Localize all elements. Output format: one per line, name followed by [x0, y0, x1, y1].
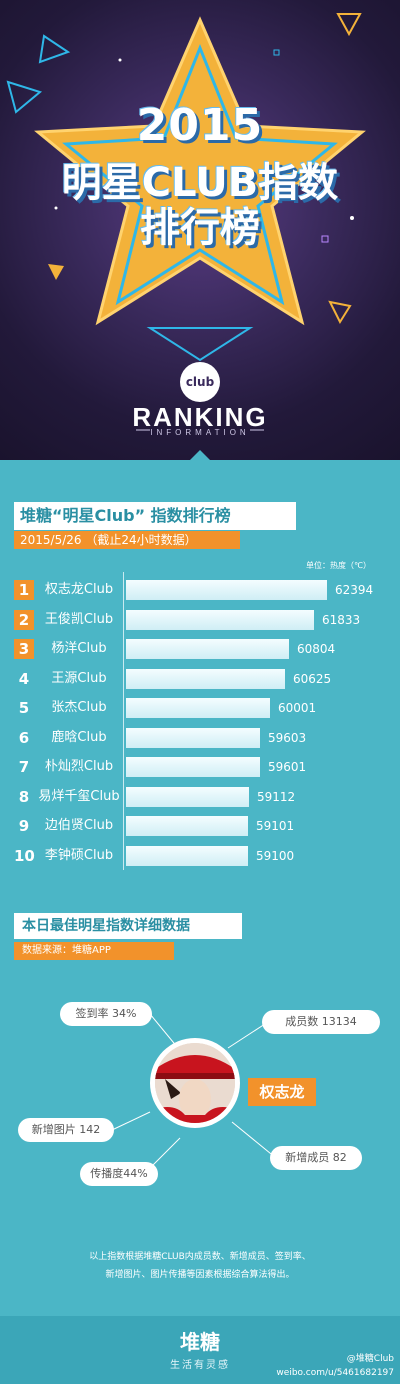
- rank-number: 9: [18, 817, 30, 835]
- star-photo: [155, 1043, 235, 1123]
- rank-value: 60001: [278, 701, 317, 715]
- rank-number: 1: [14, 580, 34, 600]
- rank-bar: [126, 669, 285, 689]
- metric-members: 成员数 13134: [262, 1010, 380, 1034]
- ranking-date: 2015/5/26 （截止24小时数据）: [14, 531, 240, 549]
- rank-value: 59603: [268, 731, 307, 745]
- triangle-blue-left: [38, 34, 71, 64]
- dot-left: [54, 206, 58, 210]
- star-portrait-illustration: [155, 1043, 235, 1123]
- ranking-section-title: 堆糖“明星Club” 指数排行榜: [14, 502, 296, 530]
- rank-bar: [126, 610, 314, 630]
- star-avatar: [150, 1038, 240, 1128]
- hero-banner: 2015 明星CLUB指数 排行榜 club RANKING INFORMATI…: [0, 0, 400, 460]
- rank-number: 10: [14, 847, 35, 865]
- metric-sign-rate: 签到率 34%: [60, 1002, 152, 1026]
- rank-name: 张杰Club: [51, 700, 107, 715]
- star-shape: [34, 16, 366, 326]
- triangle-yellow-right: [336, 13, 362, 37]
- rank-bar: [126, 639, 289, 659]
- rank-name: 权志龙Club: [44, 582, 114, 597]
- rank-name: 杨洋Club: [51, 641, 107, 656]
- triangle-blue-bigleft: [6, 80, 43, 114]
- rank-bar: [126, 816, 248, 836]
- rank-name: 边伯贤Club: [44, 818, 114, 833]
- rank-value: 59101: [256, 819, 295, 833]
- rank-name: 王俊凯Club: [44, 612, 114, 627]
- rank-value: 59601: [268, 760, 307, 774]
- star-name-tag: 权志龙: [248, 1078, 316, 1106]
- metric-new-images: 新增图片 142: [18, 1118, 114, 1142]
- weibo-url: weibo.com/u/5461682197: [276, 1368, 394, 1378]
- hero-subtitle: 排行榜: [140, 205, 260, 251]
- footer-slogan: 生活有灵感: [170, 1360, 230, 1371]
- square-top: [273, 49, 280, 56]
- star-outline: [62, 43, 338, 306]
- rank-bar: [126, 787, 249, 807]
- rank-name: 朴灿烈Club: [44, 759, 114, 774]
- dot-top: [118, 58, 122, 62]
- rank-bar: [126, 698, 270, 718]
- metric-new-members: 新增成员 82: [270, 1146, 362, 1170]
- note-line-1: 以上指数根据堆糖CLUB内成员数、新增成员、签到率、: [89, 1252, 311, 1262]
- hero-bottom-notch: [190, 450, 210, 460]
- triangle-yellow-bottomright: [328, 300, 352, 325]
- rank-number: 4: [18, 670, 30, 688]
- footer-bar: [0, 1316, 400, 1384]
- dot-right: [350, 216, 354, 220]
- triangle-blue-bottom: [146, 327, 254, 362]
- methodology-note: 以上指数根据堆糖CLUB内成员数、新增成员、签到率、 新增图片、图片传播等因素根…: [40, 1248, 360, 1284]
- rank-value: 60804: [297, 642, 336, 656]
- rank-number: 6: [18, 729, 30, 747]
- rank-value: 59112: [257, 790, 296, 804]
- rank-number: 8: [18, 788, 30, 806]
- rank-value: 61833: [322, 613, 361, 627]
- rank-number: 5: [18, 699, 30, 717]
- detail-source: 数据来源：堆糖APP: [14, 942, 174, 960]
- detail-section-title: 本日最佳明星指数详细数据: [14, 913, 242, 939]
- rank-name: 李钟硕Club: [44, 848, 114, 863]
- square-right: [321, 235, 329, 243]
- triangle-yellow-left: [48, 264, 64, 280]
- metric-spread: 传播度44%: [80, 1162, 158, 1186]
- rank-value: 59100: [256, 849, 295, 863]
- ranking-heading: RANKING: [132, 402, 268, 432]
- rank-bar: [126, 846, 248, 866]
- rank-number: 7: [18, 758, 30, 776]
- footer-logo: 堆糖: [180, 1330, 220, 1354]
- rank-bar: [126, 728, 260, 748]
- club-logo: club: [180, 362, 220, 402]
- hero-title: 明星CLUB指数: [61, 160, 339, 206]
- weibo-handle: @堆糖Club: [346, 1354, 394, 1364]
- rank-name: 王源Club: [51, 671, 107, 686]
- rank-value: 62394: [335, 583, 374, 597]
- rank-number: 3: [14, 639, 34, 659]
- chart-axis: [123, 572, 124, 870]
- rank-number: 2: [14, 610, 34, 630]
- hero-year: 2015: [136, 100, 264, 151]
- rank-bar: [126, 757, 260, 777]
- note-line-2: 新增图片、图片传播等因素根据综合算法得出。: [105, 1270, 295, 1280]
- rank-bar: [126, 580, 327, 600]
- ranking-unit: 单位：热度（℃）: [306, 561, 371, 570]
- ranking-subheading: INFORMATION: [150, 428, 250, 437]
- rank-value: 60625: [293, 672, 332, 686]
- weibo-watermark: @堆糖Club weibo.com/u/5461682197: [276, 1352, 394, 1380]
- rank-name: 鹿晗Club: [51, 730, 107, 745]
- rank-name: 易烊千玺Club: [38, 789, 120, 804]
- hero-decoration: [6, 13, 366, 460]
